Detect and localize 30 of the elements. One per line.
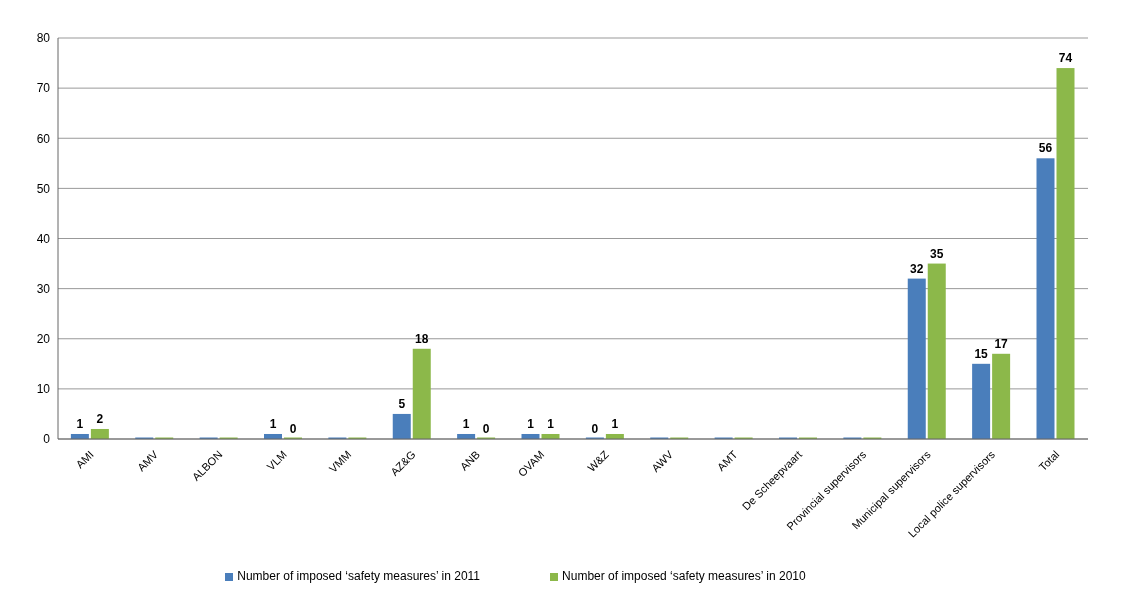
y-tick-label: 0: [43, 432, 51, 447]
y-tick-label: 40: [36, 231, 51, 246]
data-label: 1: [269, 416, 277, 431]
data-label: 5: [398, 396, 406, 411]
legend-label: Number of imposed ‘safety measures’ in 2011: [237, 569, 481, 583]
y-tick-label: 20: [36, 332, 51, 347]
data-label: 15: [974, 346, 989, 361]
data-label: 1: [462, 416, 470, 431]
data-label: 1: [527, 416, 535, 431]
y-tick-label: 10: [36, 382, 51, 397]
data-label: 17: [994, 336, 1009, 351]
data-label: 32: [910, 261, 924, 276]
y-tick-label: 30: [36, 281, 51, 296]
data-label: 56: [1038, 141, 1053, 156]
data-label: 0: [482, 422, 490, 436]
data-label: 2: [96, 411, 104, 426]
data-label: 74: [1058, 51, 1073, 66]
y-tick-label: 70: [36, 81, 51, 96]
data-label: 1: [76, 416, 84, 431]
data-label: 35: [930, 246, 944, 261]
data-label: 1: [611, 416, 619, 431]
data-label: 0: [591, 422, 599, 436]
y-tick-label: 50: [36, 181, 51, 196]
data-label: 1: [547, 416, 555, 431]
data-label: 0: [289, 422, 297, 436]
y-tick-label: 60: [36, 131, 51, 146]
x-tick-label: AMI: [73, 448, 96, 471]
data-label: 18: [415, 331, 429, 346]
y-tick-label: 80: [36, 31, 51, 46]
legend-label: Number of imposed ‘safety measures’ in 2010: [562, 569, 806, 583]
